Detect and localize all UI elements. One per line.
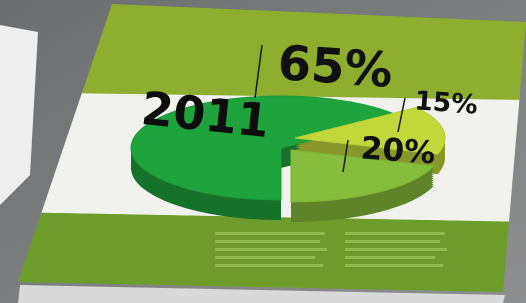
value-label: 20% bbox=[360, 130, 437, 171]
value-label: 65% bbox=[276, 35, 395, 99]
value-label: 15% bbox=[413, 85, 478, 120]
photo: 2011 65%15%20% bbox=[0, 0, 526, 303]
